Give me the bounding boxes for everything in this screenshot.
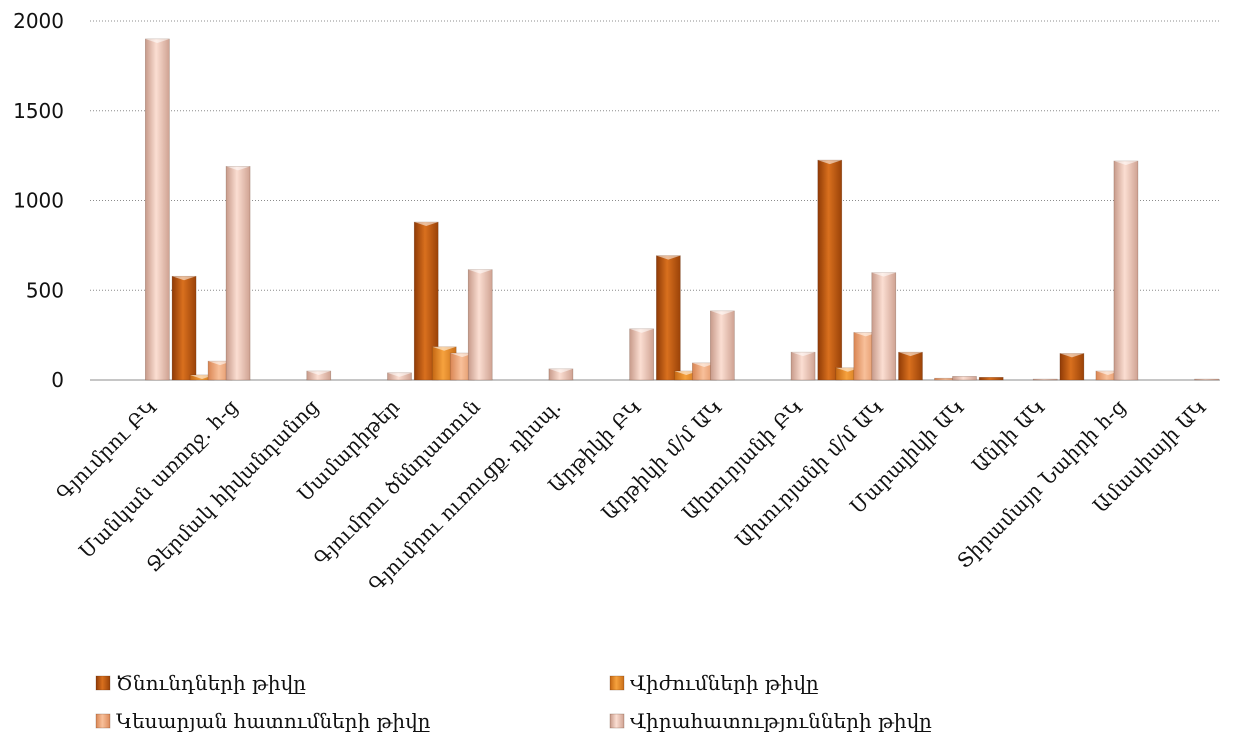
bar-bevel bbox=[898, 352, 923, 357]
bar-bevel bbox=[432, 346, 457, 351]
legend-swatch bbox=[95, 675, 111, 691]
bar bbox=[629, 328, 654, 381]
legend-swatch bbox=[609, 675, 625, 691]
bar bbox=[952, 376, 977, 381]
bar-bevel bbox=[629, 328, 654, 333]
legend-item: Վիրահատությունների թիվը bbox=[609, 709, 932, 733]
gridlines bbox=[90, 20, 1220, 291]
y-tick-label: 1000 bbox=[13, 189, 64, 213]
bar bbox=[898, 351, 923, 381]
bar bbox=[387, 372, 412, 381]
bar-bevel bbox=[145, 38, 170, 43]
legend-item: Վիժումների թիվը bbox=[609, 671, 819, 695]
legend-label: Վիժումների թիվը bbox=[630, 671, 819, 695]
legend: Ծնունդների թիվը Վիժումների թիվը Կեսարյան հ… bbox=[95, 671, 932, 733]
bar bbox=[225, 166, 251, 381]
y-tick-labels: 0 500 1000 1500 2000 bbox=[13, 9, 64, 392]
bar-body bbox=[871, 272, 897, 381]
x-category-label: Անիի ԱԿ bbox=[967, 395, 1050, 478]
x-category-label: Ախուրյանի մ/մ ԱԿ bbox=[730, 395, 888, 553]
bar-bevel bbox=[871, 272, 896, 277]
bar-bevel bbox=[791, 352, 816, 357]
legend-swatch bbox=[609, 713, 625, 729]
bar-bevel bbox=[548, 368, 573, 373]
bar-body bbox=[1113, 160, 1139, 381]
bar-body bbox=[629, 328, 654, 381]
bar-body bbox=[978, 377, 1004, 381]
bar-body bbox=[710, 310, 735, 381]
bar-bevel bbox=[1113, 161, 1138, 166]
bar bbox=[1194, 378, 1219, 381]
bar-bevel bbox=[656, 255, 681, 260]
bar-bevel bbox=[172, 276, 197, 281]
bar bbox=[790, 351, 816, 381]
bar-bevel bbox=[468, 269, 493, 274]
bar-bevel bbox=[387, 372, 412, 377]
legend-label: Վիրահատությունների թիվը bbox=[630, 709, 932, 733]
bar bbox=[171, 275, 197, 381]
bar-bevel bbox=[226, 166, 251, 171]
bar-bevel bbox=[817, 160, 842, 165]
bar-bevel bbox=[414, 222, 439, 227]
bar bbox=[306, 370, 332, 381]
bar-body bbox=[952, 376, 977, 381]
bars bbox=[145, 38, 1219, 381]
legend-item: Կեսարյան հատումների թիվը bbox=[95, 709, 431, 733]
bar bbox=[656, 255, 681, 381]
bar-body bbox=[1032, 378, 1058, 381]
bar-body bbox=[1059, 353, 1085, 381]
bar-bevel bbox=[1059, 353, 1084, 358]
bar-body bbox=[790, 351, 816, 381]
bar bbox=[467, 269, 493, 381]
bar bbox=[817, 159, 843, 381]
bar bbox=[978, 377, 1004, 381]
bar bbox=[1032, 378, 1058, 381]
y-tick-label: 500 bbox=[26, 278, 64, 302]
legend-label: Ծնունդների թիվը bbox=[116, 671, 306, 695]
bar-body bbox=[898, 351, 923, 381]
bar-body bbox=[225, 166, 251, 381]
bar-body bbox=[171, 275, 197, 381]
bar bbox=[710, 310, 735, 381]
x-category-label: Մանկան առողջ. h-ց bbox=[74, 394, 243, 563]
bar bbox=[871, 272, 897, 381]
bar bbox=[548, 368, 574, 381]
bar-body bbox=[467, 269, 493, 381]
legend-item: Ծնունդների թիվը bbox=[95, 671, 306, 695]
legend-label: Կեսարյան հատումների թիվը bbox=[116, 709, 431, 733]
legend-swatch bbox=[95, 713, 111, 729]
bar-body bbox=[145, 38, 170, 381]
y-tick-label: 0 bbox=[51, 368, 64, 392]
bar-body bbox=[656, 255, 681, 381]
bar bbox=[145, 38, 170, 381]
bar-body bbox=[817, 159, 843, 381]
y-tick-label: 1500 bbox=[13, 99, 64, 123]
bar bbox=[1059, 353, 1085, 381]
bar-body bbox=[1194, 378, 1219, 381]
bar-bevel bbox=[306, 371, 331, 376]
y-tick-label: 2000 bbox=[13, 9, 64, 33]
bar bbox=[1113, 160, 1139, 381]
x-category-label: Գյումրու ծննդատուն bbox=[309, 394, 485, 570]
bar-bevel bbox=[710, 310, 735, 315]
